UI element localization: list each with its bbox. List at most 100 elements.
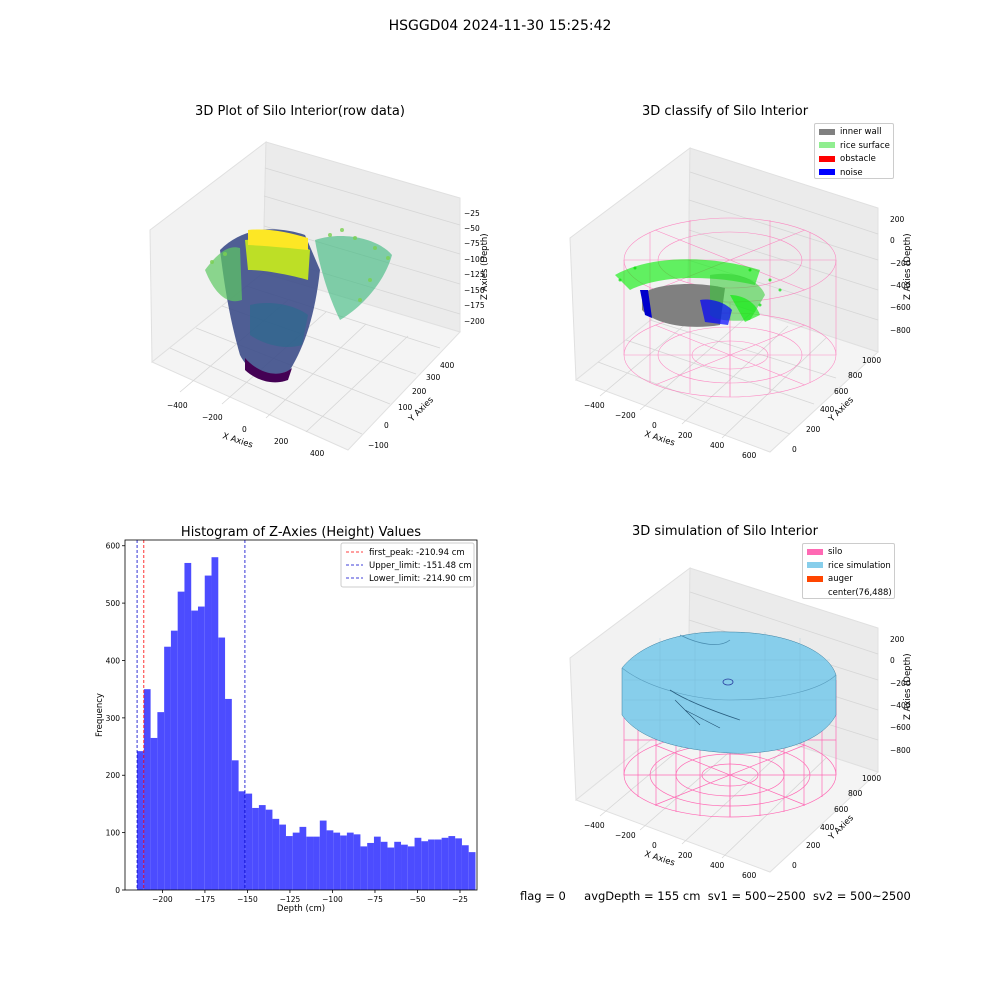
raw-ztick: −50	[464, 224, 480, 233]
simulation-xlabel: X Axies	[643, 849, 676, 868]
raw-ztick: −100	[464, 255, 485, 264]
classify-ztick: −800	[890, 326, 911, 335]
histogram-bar	[428, 839, 435, 890]
histogram-bar	[197, 606, 205, 890]
histogram-x-tick-label: −175	[195, 895, 216, 904]
raw-ztick: −25	[464, 209, 480, 218]
classify-ztick: −400	[890, 281, 911, 290]
histogram-x-tick-label: −100	[322, 895, 343, 904]
raw-ztick: −125	[464, 270, 485, 279]
histogram-xlabel: Depth (cm)	[277, 904, 325, 914]
simulation-ytick: 0	[792, 861, 797, 870]
histogram-bar	[319, 820, 327, 890]
histogram-frame	[124, 539, 478, 891]
simulation-xtick: 400	[710, 861, 725, 870]
classify-zlabel: Z Axies (Depth)	[903, 233, 913, 300]
legend-lower-limit: Lower_limit: -214.90 cm	[369, 574, 471, 584]
histogram-bar	[177, 591, 185, 890]
histogram-bar	[340, 835, 347, 890]
histogram-bar	[421, 841, 429, 890]
legend-entry-obstacle: obstacle	[819, 153, 893, 167]
histogram-x-tick-label: −25	[452, 895, 468, 904]
legend-entry-rice-simulation: rice simulation	[807, 560, 894, 574]
classify-ytick: 800	[848, 371, 863, 380]
classify-xtick: −400	[584, 401, 605, 410]
classify-ytick: 200	[806, 425, 821, 434]
classify-ztick: 200	[890, 215, 905, 224]
simulation-3d-plot: −400 −200 0 200 400 600 0 200 400 600 80…	[569, 566, 913, 880]
raw-3d-plot: −400 −200 0 200 400 −100 0 100 200 300 4…	[149, 140, 490, 458]
histogram-bar	[272, 818, 280, 890]
simulation-ztick: −200	[890, 679, 911, 688]
histogram-x-tick-label: −125	[280, 895, 301, 904]
histogram-x-tick-label: −50	[410, 895, 426, 904]
histogram-bar	[360, 846, 368, 890]
raw-xtick: 200	[274, 437, 289, 446]
legend-entry-inner-wall: inner wall	[819, 126, 893, 140]
histogram-bar	[394, 841, 402, 890]
histogram-bar	[225, 698, 232, 890]
histogram-bar	[285, 836, 293, 890]
histogram-y-tick-label: 500	[106, 599, 121, 608]
histogram-y-tick-label: 300	[106, 714, 121, 723]
histogram-bar	[353, 834, 361, 890]
histogram-x-tick-label: −150	[237, 895, 258, 904]
raw-ytick: −100	[368, 441, 389, 450]
simulation-xtick: 0	[652, 841, 657, 850]
histogram-bar	[367, 842, 374, 890]
simulation-xtick: −200	[615, 831, 636, 840]
histogram-bar	[157, 712, 165, 890]
raw-ytick: 300	[426, 373, 441, 382]
histogram-y-tick-label: 100	[106, 829, 121, 838]
classify-xlabel: X Axies	[643, 429, 676, 448]
raw-xtick: 400	[310, 449, 325, 458]
simulation-plot-title: 3D simulation of Silo Interior	[632, 524, 818, 539]
simulation-xtick: −400	[584, 821, 605, 830]
status-footer: flag = 0 avgDepth = 155 cm sv1 = 500~250…	[520, 889, 911, 903]
histogram-bar	[313, 836, 320, 890]
classify-ztick: −200	[890, 259, 911, 268]
histogram-bar	[191, 610, 198, 890]
histogram-bar	[184, 562, 192, 890]
simulation-xtick: 600	[742, 871, 757, 880]
simulation-ytick: 400	[820, 823, 835, 832]
histogram-x-ticks: −200 −175 −150 −125 −100 −75 −50 −25	[152, 890, 468, 904]
raw-xtick: −400	[167, 401, 188, 410]
histogram-y-tick-label: 600	[106, 542, 121, 551]
histogram-bar	[252, 807, 259, 890]
histogram-bar	[346, 832, 354, 890]
classify-ytick: 0	[792, 445, 797, 454]
simulation-ytick: 200	[806, 841, 821, 850]
histogram-bar	[137, 751, 144, 890]
figure-title: HSGGD04 2024-11-30 15:25:42	[388, 18, 612, 34]
histogram-bar	[258, 805, 266, 890]
classify-ztick: 0	[890, 236, 895, 245]
histogram-bar	[434, 839, 442, 890]
legend-entry-center: center(76,488)	[828, 587, 892, 598]
histogram-bar	[204, 575, 212, 890]
histogram-bar	[279, 824, 286, 890]
histogram-y-tick-label: 200	[106, 771, 121, 780]
histogram-bars	[137, 557, 476, 890]
legend-entry-silo: silo	[807, 546, 894, 560]
simulation-ztick: −600	[890, 723, 911, 732]
histogram-bar	[333, 832, 341, 890]
simulation-ytick: 800	[848, 789, 863, 798]
simulation-ytick: 1000	[862, 774, 881, 783]
classify-xtick: 200	[678, 431, 693, 440]
raw-ytick: 400	[440, 361, 455, 370]
raw-ztick: −75	[464, 239, 480, 248]
legend-first-peak: first_peak: -210.94 cm	[369, 548, 465, 558]
raw-xtick: 0	[242, 425, 247, 434]
status-flag: flag = 0	[520, 889, 566, 903]
simulation-zlabel: Z Axies (Depth)	[903, 653, 913, 720]
histogram-bar	[414, 837, 422, 890]
histogram-bar	[265, 809, 273, 890]
histogram-bar	[245, 793, 253, 890]
histogram-bar	[373, 836, 381, 890]
classify-xtick: 600	[742, 451, 757, 460]
histogram-bar	[380, 841, 388, 890]
histogram-bar	[461, 845, 469, 890]
simulation-ztick: −800	[890, 746, 911, 755]
histogram-reference-lines	[136, 540, 246, 890]
